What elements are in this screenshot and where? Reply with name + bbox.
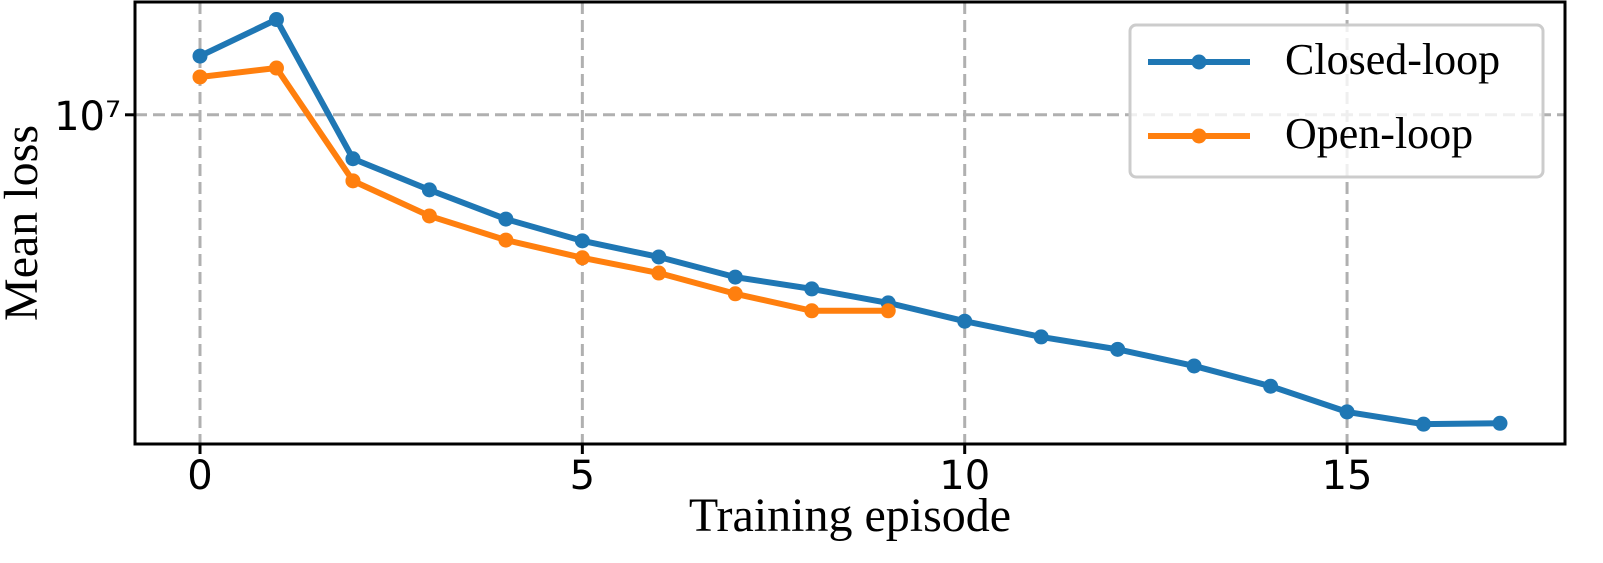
x-tick-label: 10 [939, 453, 990, 499]
marker [574, 250, 590, 266]
series-line [198, 16, 1501, 428]
marker [1416, 416, 1432, 432]
marker [574, 233, 590, 249]
marker [804, 281, 820, 297]
marker [192, 48, 208, 64]
marker [1339, 404, 1355, 420]
marker [727, 269, 743, 285]
marker [1186, 358, 1202, 374]
marker [1263, 378, 1279, 394]
marker [651, 249, 667, 265]
marker [727, 286, 743, 302]
marker [1110, 341, 1126, 357]
marker [804, 303, 820, 319]
legend-marker [1191, 54, 1207, 70]
marker [268, 60, 284, 76]
y-tick-label: 10⁷ [54, 94, 121, 140]
marker [345, 151, 361, 167]
y-axis-label: Mean loss [0, 125, 48, 321]
marker [421, 182, 437, 198]
legend-label: Closed-loop [1285, 35, 1500, 84]
legend-marker [1191, 128, 1207, 144]
marker [1033, 329, 1049, 345]
axes-frame [133, 0, 1567, 446]
marker [498, 211, 514, 227]
marker [957, 313, 973, 329]
marker [192, 69, 208, 85]
x-tick-label: 0 [187, 453, 212, 499]
legend: Closed-loop Open-loop [1128, 23, 1545, 179]
marker [345, 173, 361, 189]
marker [498, 232, 514, 248]
x-axis-label: Training episode [689, 489, 1011, 542]
marker [1492, 415, 1508, 431]
marker [880, 303, 896, 319]
x-tick-label: 5 [570, 453, 595, 499]
legend-label: Open-loop [1285, 109, 1473, 158]
series-line [199, 65, 889, 314]
marker [651, 265, 667, 281]
x-tick-label: 15 [1322, 453, 1373, 499]
marker [268, 12, 284, 28]
marker [421, 208, 437, 224]
